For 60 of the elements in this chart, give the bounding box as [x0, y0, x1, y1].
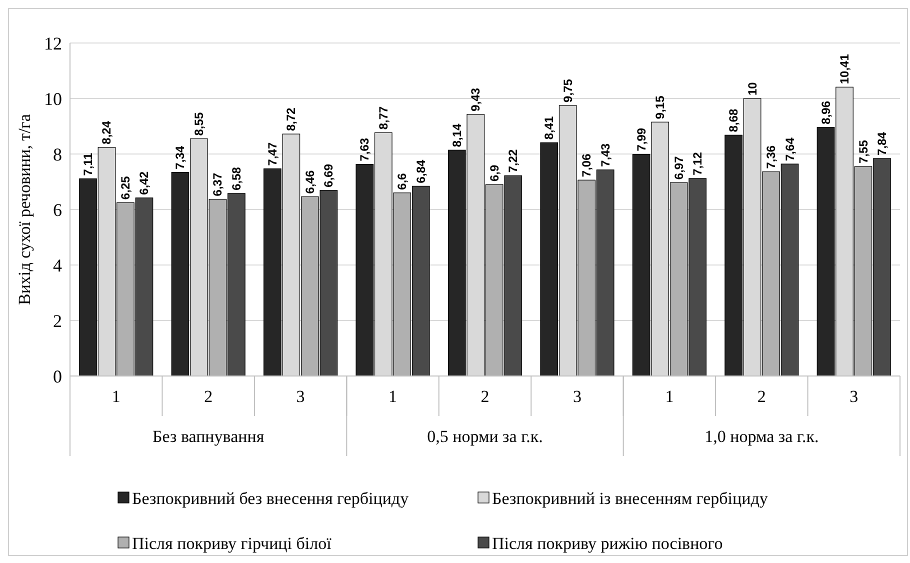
data-label: 6,97 — [672, 156, 686, 180]
data-label: 6,9 — [487, 164, 502, 182]
data-label: 7,55 — [856, 140, 870, 164]
x-tick-label: 1 — [388, 387, 398, 406]
data-label: 6,25 — [118, 176, 132, 200]
data-label: 7,47 — [265, 142, 280, 166]
data-label: 8,55 — [192, 112, 206, 136]
data-label: 6,6 — [395, 172, 410, 190]
data-label: 6,46 — [302, 170, 317, 194]
text: 1,0 норма за г.к. — [704, 427, 819, 446]
data-label: 7,06 — [580, 153, 594, 178]
x-tick-label: 2 — [204, 387, 213, 406]
data-label: 8,68 — [726, 108, 741, 132]
legend-label: Безпокривний із внесенням гербіциду — [492, 488, 768, 508]
y-axis-title: Вихід сухої речовини, т/га — [15, 114, 34, 305]
data-label: 6,42 — [137, 171, 152, 195]
data-label: 6,69 — [322, 164, 336, 188]
data-label: 10,41 — [838, 54, 852, 84]
data-label: 8,24 — [100, 120, 114, 144]
data-label: 7,12 — [690, 152, 705, 176]
data-label: 9,15 — [653, 95, 668, 120]
x-tick-label: 3 — [572, 387, 582, 406]
data-label: 7,43 — [598, 143, 612, 167]
y-tick-label: 12 — [44, 33, 62, 54]
y-tick-label: 4 — [53, 255, 62, 276]
x-tick-label: 2 — [757, 387, 766, 406]
legend-label: Після покриву гірчиці білої — [132, 534, 332, 553]
y-tick-label: 8 — [53, 144, 62, 164]
x-tick-label: 2 — [480, 387, 490, 406]
y-tick-label: 6 — [53, 200, 62, 220]
data-label: 6,37 — [210, 172, 225, 196]
data-label: 8,14 — [450, 123, 464, 148]
legend-label: Безпокривний без внесення гербіциду — [132, 488, 410, 508]
data-label: 7,22 — [506, 148, 520, 173]
data-label: 6,84 — [414, 160, 428, 184]
text: Без вапнування — [152, 427, 264, 446]
data-label: 10 — [745, 82, 760, 96]
data-label: 9,75 — [560, 78, 575, 102]
y-tick-label: 0 — [53, 366, 62, 386]
data-label: 7,36 — [764, 145, 778, 169]
y-tick-label: 10 — [44, 88, 62, 109]
data-label: 7,64 — [782, 137, 797, 161]
x-tick-label: 3 — [296, 387, 305, 406]
data-label: 6,58 — [229, 166, 244, 190]
data-label: 7,34 — [173, 146, 188, 170]
x-tick-label: 1 — [665, 387, 674, 406]
text: 0,5 норми за г.к. — [427, 427, 543, 446]
x-tick-label: 3 — [850, 387, 858, 406]
data-label: 7,11 — [80, 152, 95, 176]
data-label: 8,72 — [284, 107, 298, 132]
data-label: 8,77 — [376, 106, 390, 130]
data-label: 8,96 — [818, 100, 833, 124]
data-label: 7,63 — [358, 138, 372, 162]
legend-label: Після покриву рижію посівного — [492, 534, 723, 553]
x-tick-label: 1 — [112, 387, 120, 406]
y-tick-label: 2 — [53, 310, 62, 331]
data-label: 7,84 — [875, 132, 890, 156]
data-label: 8,41 — [542, 116, 556, 140]
data-label: 7,99 — [634, 128, 648, 152]
data-label: 9,43 — [468, 88, 483, 112]
